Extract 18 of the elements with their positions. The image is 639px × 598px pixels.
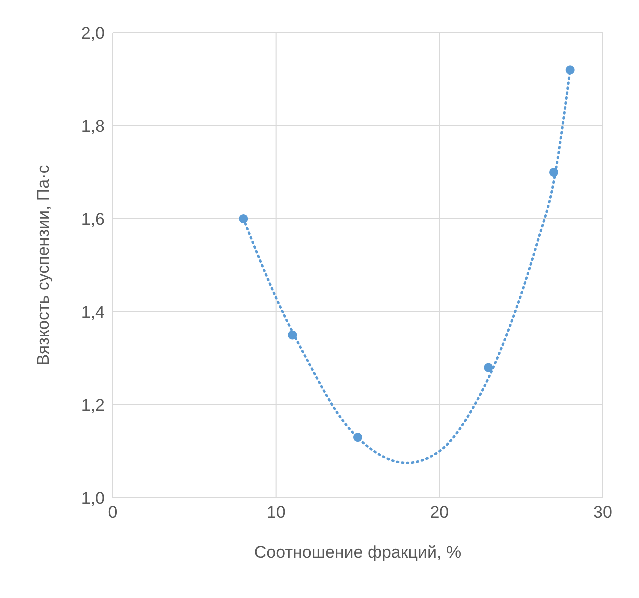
point xyxy=(288,330,298,340)
y-axis-title: Вязкость суспензии, Па·с xyxy=(34,164,54,366)
x-tick-label: 10 xyxy=(266,503,286,522)
x-tick-label: 0 xyxy=(108,503,118,522)
y-tick-label: 2,0 xyxy=(81,24,105,44)
point xyxy=(484,363,494,372)
y-tick-label: 1,4 xyxy=(81,303,105,322)
point xyxy=(566,66,575,75)
y-tick-label: 1,0 xyxy=(81,489,105,508)
y-tick-label: 1,8 xyxy=(81,117,105,136)
point xyxy=(549,168,559,178)
point xyxy=(239,214,248,224)
y-tick-label: 1,2 xyxy=(81,396,105,416)
x-tick-label: 20 xyxy=(430,503,450,522)
x-axis-title: Соотношение фракций, % xyxy=(254,543,462,562)
x-tick-label: 30 xyxy=(594,503,612,522)
point xyxy=(353,433,363,442)
y-tick-label: 1,6 xyxy=(81,210,105,230)
